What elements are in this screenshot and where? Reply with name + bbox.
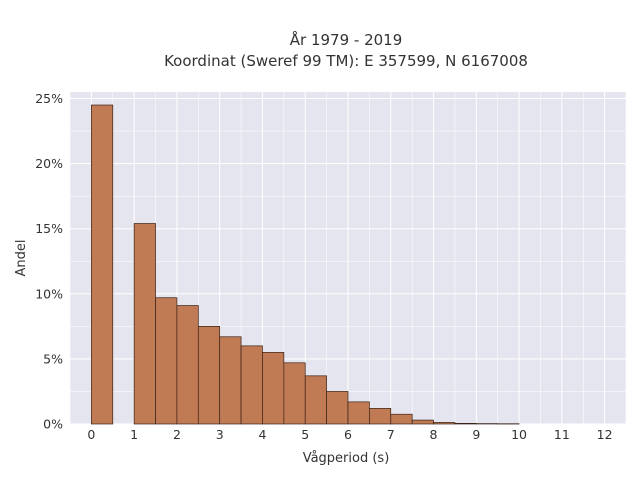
x-tick-label: 2 [173, 427, 181, 442]
bars [91, 104, 520, 425]
histogram-bar [176, 305, 199, 425]
x-axis-label: Vågperiod (s) [303, 451, 390, 466]
histogram-bar [240, 345, 263, 425]
x-tick-label: 10 [511, 427, 527, 442]
x-tick-label: 6 [344, 427, 352, 442]
y-tick-label: 10% [35, 286, 63, 301]
histogram-bar [155, 297, 178, 425]
x-tick-label: 11 [554, 427, 570, 442]
x-tick-label: 0 [87, 427, 95, 442]
histogram-bar [283, 362, 306, 425]
histogram-bar [219, 336, 242, 425]
x-tick-label: 3 [216, 427, 224, 442]
chart-subtitle: Koordinat (Sweref 99 TM): E 357599, N 61… [164, 52, 528, 70]
y-tick-label: 25% [35, 91, 63, 106]
y-axis-label: Andel [14, 240, 29, 277]
y-tick-label: 5% [43, 351, 63, 366]
y-tick-label: 0% [43, 417, 63, 432]
histogram-bar [133, 223, 156, 425]
y-tick-label: 20% [35, 156, 63, 171]
histogram-bar [390, 413, 413, 425]
histogram-bar [304, 375, 327, 425]
histogram-bar [326, 391, 349, 425]
x-tick-label: 8 [430, 427, 438, 442]
histogram-bar [411, 419, 434, 425]
x-tick-label: 9 [472, 427, 480, 442]
chart-title: År 1979 - 2019 [290, 30, 403, 49]
histogram-bar [262, 352, 285, 425]
histogram-bar [454, 422, 477, 425]
x-tick-label: 1 [130, 427, 138, 442]
histogram-bar [347, 401, 370, 425]
x-tick-label: 5 [301, 427, 309, 442]
x-tick-label: 12 [597, 427, 613, 442]
x-tick-label: 4 [258, 427, 266, 442]
histogram-bar [197, 326, 221, 425]
x-tick-label: 7 [387, 427, 395, 442]
histogram-bar [433, 422, 456, 425]
y-axis-ticks: 0% 5% 10% 15% 20% 25% [35, 91, 63, 431]
x-axis-ticks: 0 1 2 3 4 5 6 7 8 9 10 11 12 [87, 427, 612, 442]
y-tick-label: 15% [35, 221, 63, 236]
histogram-bar [369, 408, 392, 425]
histogram-bar [91, 104, 114, 425]
